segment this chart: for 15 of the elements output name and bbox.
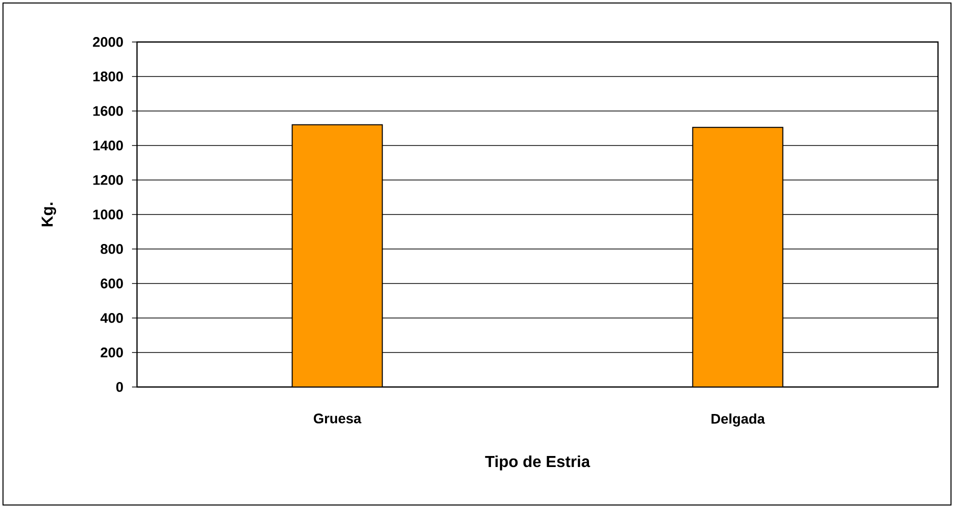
y-tick-label: 1600 [93,106,123,116]
y-tick-label: 1200 [93,175,123,185]
y-tick-label: 1400 [93,140,123,150]
y-tick-label: 1800 [93,72,123,82]
y-tick-label: 0 [116,382,123,392]
y-tick-label: 400 [100,313,123,323]
y-tick-label: 800 [100,244,123,254]
x-tick-label: Delgada [712,414,765,427]
y-axis-title: Kg. [42,202,56,226]
y-tick-label: 600 [100,278,123,288]
y-tick-label: 2000 [92,37,123,47]
x-axis-title: Tipo de Estria [485,455,590,470]
x-tick-label: Gruesa [314,413,362,424]
y-tick-label: 1000 [93,210,123,220]
y-tick-label: 200 [100,348,123,358]
